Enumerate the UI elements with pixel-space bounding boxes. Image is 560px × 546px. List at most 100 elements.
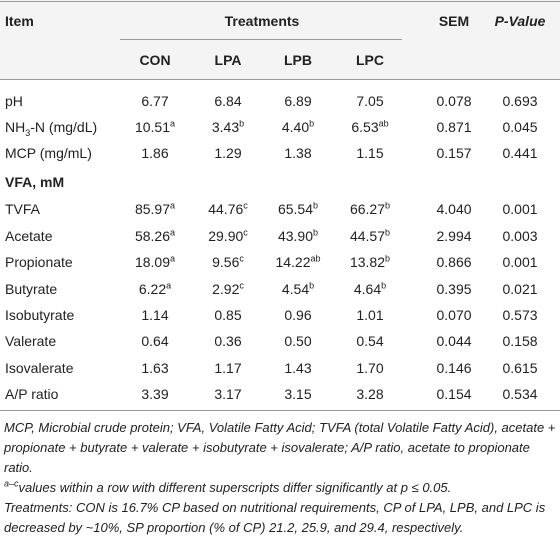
label-text: -N (mg/dL) xyxy=(30,119,98,135)
cell: 0.154 xyxy=(436,386,472,402)
cell-value: 65.54 xyxy=(277,201,314,217)
cell: 0.871 xyxy=(436,119,472,135)
top-rule xyxy=(0,1,560,2)
row-label: A/P ratio xyxy=(5,385,58,403)
label-text: A/P ratio xyxy=(5,386,59,402)
cell: 2.92c xyxy=(212,280,244,298)
cell: 0.85 xyxy=(214,307,242,323)
cell: 1.15 xyxy=(356,145,384,161)
cell: 13.82b xyxy=(350,253,390,271)
superscript: b xyxy=(385,227,391,238)
cell: 1.29 xyxy=(214,145,242,161)
cell: 44.57b xyxy=(350,227,390,245)
treatments-header: Treatments xyxy=(224,13,300,29)
row-label: Isovalerate xyxy=(5,359,73,377)
row-label: Propionate xyxy=(5,253,73,271)
cell: 29.90c xyxy=(208,227,248,245)
cell: 6.22a xyxy=(139,280,171,298)
cell: 3.28 xyxy=(356,386,384,402)
label-text: Isobutyrate xyxy=(5,307,75,323)
cell: 9.56c xyxy=(212,253,244,271)
cell: 6.89 xyxy=(284,93,312,109)
cell: 1.38 xyxy=(284,145,312,161)
cell: 1.17 xyxy=(214,360,242,376)
cell-value: 29.90 xyxy=(208,228,244,244)
cell-value: 9.56 xyxy=(212,254,240,270)
row-label: pH xyxy=(5,92,23,110)
label-text: TVFA xyxy=(5,201,41,217)
cell: 0.441 xyxy=(502,145,538,161)
cell-value: 18.09 xyxy=(134,254,171,270)
cell: 4.40b xyxy=(282,118,314,136)
bottom-rule xyxy=(0,410,560,411)
superscript: ab xyxy=(378,118,389,129)
cell-value: 4.64 xyxy=(353,281,382,297)
cell: 0.001 xyxy=(502,254,538,270)
cell: 0.003 xyxy=(502,228,538,244)
cell: 6.53ab xyxy=(351,118,388,136)
cell-value: 44.57 xyxy=(349,228,386,244)
cell-value: 66.27 xyxy=(349,201,386,217)
cell-value: 85.97 xyxy=(134,201,171,217)
cell: 0.54 xyxy=(356,333,384,349)
superscript: a xyxy=(170,118,176,129)
cell: 66.27b xyxy=(350,200,390,218)
label-text: NH xyxy=(5,119,26,135)
row-label: Butyrate xyxy=(5,280,57,298)
superscript: b xyxy=(239,118,245,129)
cell: 44.76c xyxy=(208,200,248,218)
cell: 2.994 xyxy=(436,228,472,244)
cell: 0.158 xyxy=(502,333,538,349)
superscript: b xyxy=(381,280,387,291)
cell: 65.54b xyxy=(278,200,318,218)
cell: 0.395 xyxy=(436,281,472,297)
cell-value: 4.54 xyxy=(281,281,310,297)
column-header: LPA xyxy=(214,52,242,68)
cell-value: 14.22 xyxy=(275,254,311,270)
cell-value: 3.43 xyxy=(211,119,240,135)
cell: 14.22ab xyxy=(275,253,320,271)
superscript: c xyxy=(243,200,248,211)
superscript: c xyxy=(239,253,244,264)
cell: 1.86 xyxy=(141,145,169,161)
row-label: Isobutyrate xyxy=(5,306,74,324)
subscript: 3 xyxy=(25,127,31,138)
cell: 0.157 xyxy=(436,145,472,161)
cell: 10.51a xyxy=(135,118,175,136)
treatments-rule xyxy=(120,39,402,40)
column-header: LPC xyxy=(356,52,384,68)
cell: 58.26a xyxy=(135,227,175,245)
cell: 0.146 xyxy=(436,360,472,376)
cell-value: 58.26 xyxy=(134,228,171,244)
superscript: a xyxy=(170,253,176,264)
cell: 4.64b xyxy=(354,280,386,298)
superscript: b xyxy=(309,280,315,291)
cell: 1.43 xyxy=(284,360,312,376)
cell: 7.05 xyxy=(356,93,384,109)
cell: 3.39 xyxy=(141,386,169,402)
cell: 0.045 xyxy=(502,119,538,135)
cell: 0.573 xyxy=(502,307,538,323)
footnote-text: values within a row with different super… xyxy=(18,480,452,495)
label-text: Propionate xyxy=(5,254,73,270)
footnote: a–cvalues within a row with different su… xyxy=(4,478,556,498)
row-label: Valerate xyxy=(5,332,56,350)
cell: 0.078 xyxy=(436,93,472,109)
label-text: pH xyxy=(5,93,23,109)
superscript: a xyxy=(170,200,176,211)
footnote-superscript: a–c xyxy=(4,478,19,489)
cell: 0.693 xyxy=(502,93,538,109)
cell: 1.01 xyxy=(356,307,384,323)
cell: 0.070 xyxy=(436,307,472,323)
superscript: b xyxy=(313,200,319,211)
cell: 0.021 xyxy=(502,281,538,297)
row-label: NH3-N (mg/dL) xyxy=(5,118,98,138)
superscript: a xyxy=(170,227,176,238)
footnote: Treatments: CON is 16.7% CP based on nut… xyxy=(4,498,556,538)
footnote: MCP, Microbial crude protein; VFA, Volat… xyxy=(4,418,556,478)
superscript: c xyxy=(243,227,248,238)
cell: 18.09a xyxy=(135,253,175,271)
cell: 1.70 xyxy=(356,360,384,376)
cell: 0.866 xyxy=(436,254,472,270)
